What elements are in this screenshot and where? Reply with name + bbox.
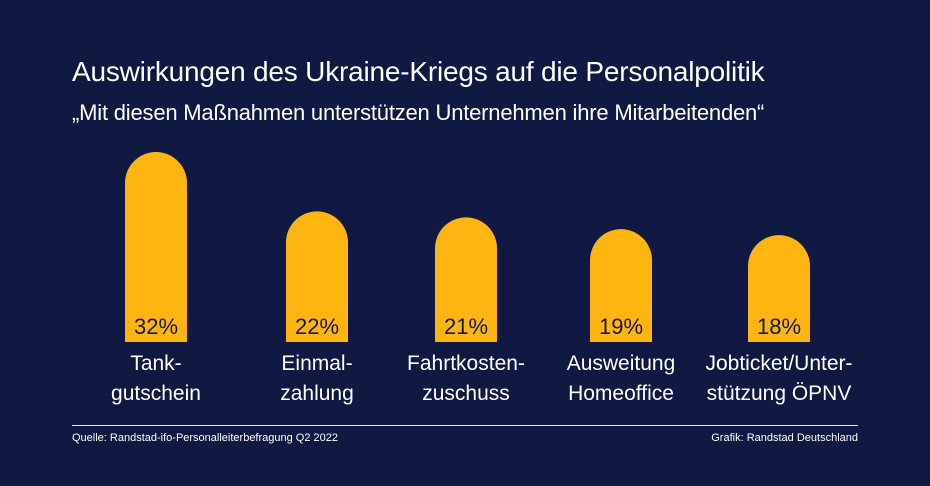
category-label-4-line-2: Homeoffice (568, 382, 674, 405)
value-label-2: 22% (295, 314, 339, 339)
value-label-4: 19% (599, 314, 643, 339)
bar-5 (748, 235, 810, 342)
graphic-credit: Grafik: Randstad Deutschland (711, 432, 858, 444)
value-label-1: 32% (134, 314, 178, 339)
category-label-5-line-2: stützung ÖPNV (707, 382, 852, 405)
value-label-3: 21% (444, 314, 488, 339)
bar-2 (286, 211, 348, 342)
category-label-5-line-1: Jobticket/Unter- (705, 352, 852, 375)
category-label-4-line-1: Ausweitung (567, 352, 676, 375)
bar-chart: 32% Tank-gutschein 22% Einmal-zahlung 21% Fah… (111, 152, 853, 405)
category-label-2-line-1: Einmal- (281, 352, 352, 375)
footer-divider (72, 425, 858, 426)
category-label-3-line-1: Fahrtkosten- (407, 352, 525, 375)
bar-4 (590, 229, 652, 342)
chart-subtitle: „Mit diesen Maßnahmen unterstützen Unter… (72, 100, 765, 125)
category-label-1-line-2: gutschein (111, 382, 201, 405)
chart-title: Auswirkungen des Ukraine-Kriegs auf die … (72, 56, 765, 87)
source-note: Quelle: Randstad-ifo-Personalleiterbefra… (72, 432, 338, 444)
category-label-2-line-2: zahlung (280, 382, 354, 405)
category-label-1-line-1: Tank- (130, 352, 181, 375)
category-label-3-line-2: zuschuss (422, 382, 510, 405)
bar-1 (125, 152, 187, 342)
bar-3 (435, 217, 497, 342)
value-label-5: 18% (757, 314, 801, 339)
